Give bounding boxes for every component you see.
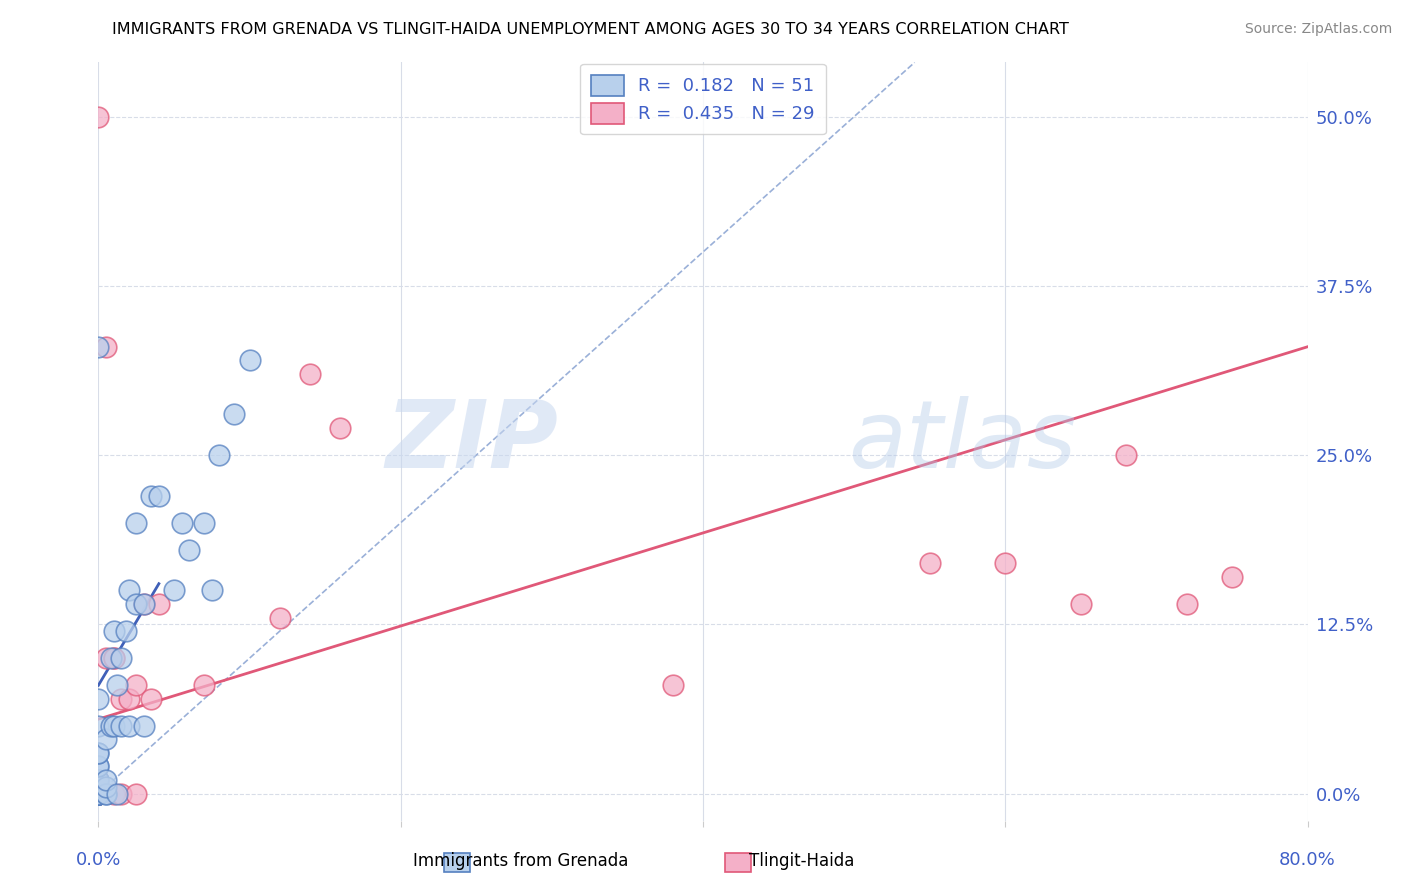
Point [94,787,117,801]
Point [141,691,163,706]
Point [132,719,155,733]
Point [87,340,110,354]
Point [1070,597,1092,611]
Point [918,557,941,571]
Point [94,772,117,787]
Point [118,691,141,706]
Point [103,651,125,665]
Point [87,787,110,801]
Point [87,780,110,794]
Point [125,787,148,801]
Point [87,787,110,801]
Point [87,787,110,801]
Point [87,772,110,787]
Point [105,678,128,692]
Point [994,557,1017,571]
Text: IMMIGRANTS FROM GRENADA VS TLINGIT-HAIDA UNEMPLOYMENT AMONG AGES 30 TO 34 YEARS : IMMIGRANTS FROM GRENADA VS TLINGIT-HAIDA… [112,22,1069,37]
Point [94,780,117,794]
Point [94,732,117,747]
Point [103,719,125,733]
Point [329,421,352,435]
Point [114,624,136,639]
Point [239,353,262,368]
Point [269,610,291,624]
Point [193,678,215,692]
Point [87,719,110,733]
Point [100,719,122,733]
Point [87,787,110,801]
Point [87,787,110,801]
Point [87,787,110,801]
Point [110,691,132,706]
Point [94,651,117,665]
Text: 80.0%: 80.0% [1279,851,1336,869]
Point [87,787,110,801]
Legend: R =  0.182   N = 51, R =  0.435   N = 29: R = 0.182 N = 51, R = 0.435 N = 29 [581,64,825,135]
Point [87,787,110,801]
Point [105,787,128,801]
Text: Immigrants from Grenada: Immigrants from Grenada [412,852,628,870]
Point [87,746,110,760]
Point [110,787,132,801]
Text: Tlingit-Haida: Tlingit-Haida [749,852,853,870]
Point [94,340,117,354]
Point [299,367,322,381]
Point [87,110,110,124]
Point [100,651,122,665]
Point [163,583,186,598]
Point [170,516,193,530]
Point [87,759,110,773]
Point [125,597,148,611]
Point [148,597,170,611]
Point [661,678,683,692]
Point [201,583,224,598]
Point [87,746,110,760]
Point [87,772,110,787]
Point [193,516,215,530]
Point [1115,448,1137,462]
Point [87,787,110,801]
Point [141,489,163,503]
Point [179,542,201,557]
Point [103,651,125,665]
Point [94,787,117,801]
Text: 0.0%: 0.0% [76,851,121,869]
Point [1175,597,1198,611]
Point [87,787,110,801]
Point [208,448,231,462]
Point [87,780,110,794]
Point [132,597,155,611]
Point [110,651,132,665]
Point [87,691,110,706]
Point [118,583,141,598]
Point [125,678,148,692]
Point [87,759,110,773]
Text: Source: ZipAtlas.com: Source: ZipAtlas.com [1244,22,1392,37]
Point [103,787,125,801]
Point [148,489,170,503]
Text: ZIP: ZIP [385,395,558,488]
Point [87,787,110,801]
Text: atlas: atlas [848,396,1077,487]
Point [110,719,132,733]
Point [87,787,110,801]
Point [132,597,155,611]
Point [224,408,246,422]
Point [87,772,110,787]
Point [125,516,148,530]
Point [103,624,125,639]
Point [1220,570,1243,584]
Point [118,719,141,733]
Point [87,787,110,801]
